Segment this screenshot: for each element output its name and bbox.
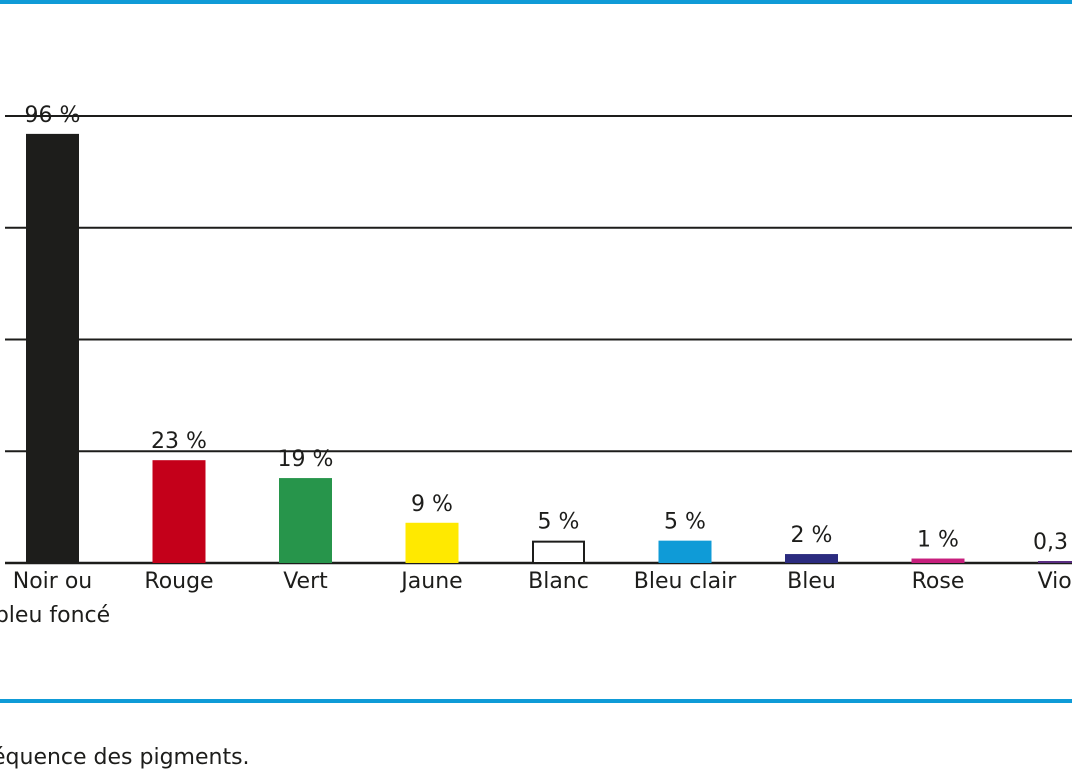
bar [785, 554, 838, 563]
bar [152, 460, 206, 563]
value-label: 23 % [151, 429, 207, 454]
bar [279, 478, 332, 563]
category-label: Bleu clair [634, 569, 737, 594]
category-label: Bleu [787, 569, 836, 594]
top-accent-rule [0, 0, 1072, 4]
value-label: 96 % [25, 103, 81, 128]
category-labels: Noir ou bleu foncé Rouge Vert Jaune Blanc Bleu… [0, 569, 1072, 628]
value-label: 5 % [664, 510, 706, 535]
bar [1038, 561, 1072, 563]
category-label: bleu foncé [0, 603, 110, 628]
bar [26, 133, 79, 563]
value-label: 1 % [917, 528, 959, 553]
bottom-accent-rule [0, 699, 1072, 703]
figure-caption: équence des pigments. [0, 745, 250, 770]
bar [405, 522, 459, 563]
category-label: Rouge [144, 569, 213, 594]
value-labels: 96 % 23 % 19 % 9 % 5 % 5 % 2 % 1 % 0,3 % [25, 103, 1072, 555]
bar [911, 558, 965, 563]
bar-chart: 96 % 23 % 19 % 9 % 5 % 5 % 2 % 1 % 0,3 % Noir ou… [0, 103, 1072, 628]
value-label: 19 % [278, 447, 334, 472]
category-label: Jaune [399, 569, 462, 594]
category-label: Rose [912, 569, 965, 594]
value-label: 9 % [411, 492, 453, 517]
category-label: Vert [283, 569, 328, 594]
category-label: Noir ou [13, 569, 92, 594]
category-label: Viole [1038, 569, 1072, 594]
bar [532, 540, 585, 565]
value-label: 5 % [538, 510, 580, 535]
value-label: 2 % [791, 523, 833, 548]
value-label: 0,3 % [1033, 530, 1072, 555]
bars [26, 133, 1072, 565]
bar [658, 540, 712, 563]
category-label: Blanc [528, 569, 589, 594]
